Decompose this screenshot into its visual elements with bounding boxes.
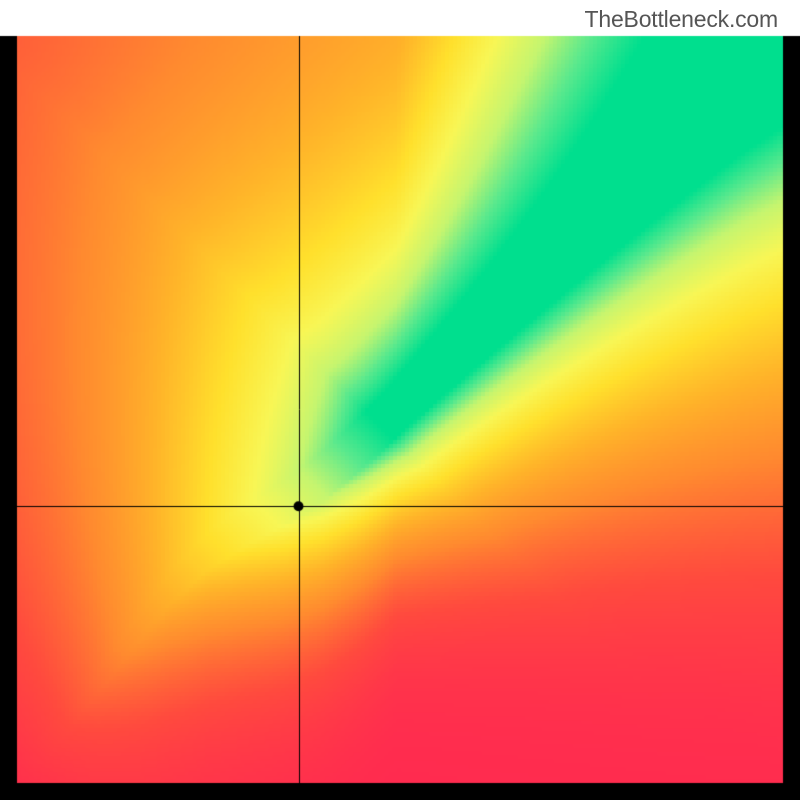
bottleneck-heatmap [0,0,800,800]
watermark-text: TheBottleneck.com [585,6,778,33]
chart-container: TheBottleneck.com [0,0,800,800]
